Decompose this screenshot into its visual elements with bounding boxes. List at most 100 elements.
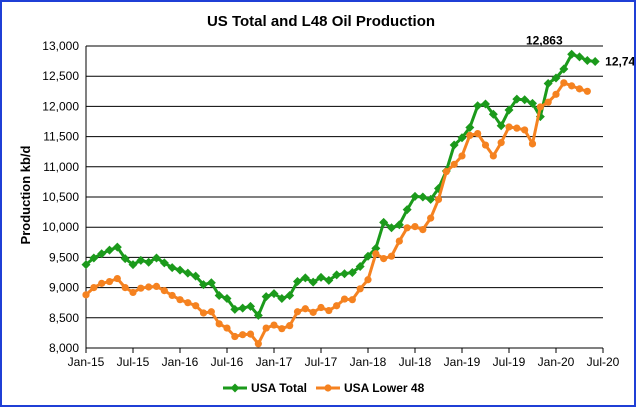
y-tick-label: 11,000 xyxy=(43,160,79,174)
usa-lower-48-point xyxy=(286,322,294,330)
usa-lower-48-point xyxy=(434,195,443,204)
usa-total-point xyxy=(308,277,318,287)
usa-lower-48-point xyxy=(505,123,513,131)
usa-total-point xyxy=(387,223,396,233)
usa-lower-48-point xyxy=(168,291,176,300)
usa-total-point xyxy=(269,289,279,299)
usa-total-point xyxy=(199,280,208,290)
usa-lower-48-point xyxy=(246,330,255,338)
usa-total-point xyxy=(340,269,349,279)
usa-total-point xyxy=(97,249,107,259)
y-tick-label: 11,500 xyxy=(43,130,79,144)
usa-total-point xyxy=(81,260,91,270)
usa-lower-48-point xyxy=(364,276,372,284)
usa-lower-48-point xyxy=(145,283,153,291)
usa-total-point xyxy=(167,263,177,273)
usa-lower-48-point xyxy=(340,295,349,303)
usa-total-point xyxy=(253,310,263,320)
x-tick-label: Jan-15 xyxy=(68,355,105,369)
usa-total-point xyxy=(112,242,122,252)
value-annotation: 12,863 xyxy=(526,33,563,47)
usa-total-line xyxy=(85,52,596,317)
usa-lower-48-point xyxy=(184,299,192,307)
x-tick-label: Jul-19 xyxy=(493,355,526,369)
usa-total-point xyxy=(504,105,514,115)
usa-lower-48-point xyxy=(82,291,90,299)
x-tick-label: Jul-20 xyxy=(587,355,620,369)
usa-total-point xyxy=(363,251,373,261)
usa-lower-48-point xyxy=(560,79,568,87)
usa-total-point xyxy=(316,272,326,282)
y-tick-label: 13,000 xyxy=(42,39,79,53)
usa-total-point xyxy=(528,98,537,108)
usa-lower-48-point xyxy=(192,302,200,310)
x-tick-label: Jul-18 xyxy=(399,355,432,369)
legend-usa-total-marker xyxy=(230,383,240,393)
usa-lower-48-point xyxy=(121,284,129,292)
usa-lower-48-point xyxy=(231,332,239,341)
usa-total-point xyxy=(520,95,530,105)
usa-total-point xyxy=(575,52,584,62)
usa-total-point xyxy=(347,268,357,277)
usa-lower-48-point xyxy=(513,124,521,132)
usa-lower-48-point xyxy=(301,305,309,313)
usa-total-point xyxy=(394,220,404,230)
usa-lower-48-point xyxy=(583,87,591,95)
y-tick-label: 8,000 xyxy=(49,341,79,355)
usa-total-point xyxy=(293,277,302,287)
usa-lower-48-point xyxy=(129,288,137,297)
usa-total-point xyxy=(582,55,592,65)
usa-total-point xyxy=(379,217,389,227)
usa-total-point xyxy=(371,243,381,253)
usa-lower-48-point xyxy=(489,152,497,160)
y-tick-label: 10,000 xyxy=(42,220,79,234)
usa-lower-48-point xyxy=(223,324,231,332)
usa-lower-48-point xyxy=(356,285,364,293)
x-tick-label: Jan-18 xyxy=(350,355,387,369)
usa-lower-48-point xyxy=(442,168,450,176)
usa-total-point xyxy=(175,265,185,275)
usa-total-point xyxy=(238,303,248,313)
usa-total-point xyxy=(105,245,114,255)
usa-total-point xyxy=(261,292,271,302)
usa-lower-48-point xyxy=(536,103,544,111)
usa-total-point xyxy=(324,275,334,285)
usa-lower-48-point xyxy=(137,284,145,292)
usa-lower-48-point xyxy=(98,279,106,287)
usa-total-point xyxy=(214,290,224,300)
usa-total-point xyxy=(120,254,130,264)
usa-lower-48-point xyxy=(458,152,466,160)
usa-lower-48-point xyxy=(427,214,435,222)
usa-total-point xyxy=(481,99,490,109)
usa-lower-48-point xyxy=(481,141,490,149)
usa-total-point xyxy=(230,304,240,314)
usa-total-point xyxy=(543,78,553,88)
usa-lower-48-point xyxy=(160,287,168,295)
y-tick-label: 9,500 xyxy=(49,250,79,264)
usa-total-point xyxy=(426,194,436,204)
usa-total-point xyxy=(285,290,295,300)
usa-lower-48-point xyxy=(474,129,482,138)
usa-total-point xyxy=(418,192,428,202)
usa-total-point xyxy=(206,278,216,288)
y-tick-label: 12,000 xyxy=(42,99,79,113)
x-tick-label: Jan-16 xyxy=(162,355,199,369)
usa-total-point xyxy=(402,205,412,215)
usa-lower-48-point xyxy=(207,308,215,316)
usa-lower-48-point xyxy=(293,308,302,316)
x-tick-label: Jan-17 xyxy=(256,355,293,369)
usa-lower-48-point xyxy=(450,160,458,168)
legend-usa-total-label: USA Total xyxy=(251,381,307,395)
usa-lower-48-point xyxy=(395,237,403,245)
usa-total-point xyxy=(473,101,483,111)
x-tick-label: Jul-15 xyxy=(117,355,150,369)
usa-total-point xyxy=(559,64,569,74)
usa-total-point xyxy=(183,268,193,278)
value-annotation: 12,744 xyxy=(605,54,634,68)
x-tick-label: Jul-17 xyxy=(305,355,338,369)
usa-lower-48-point xyxy=(199,309,208,317)
y-axis-label: Production kb/d xyxy=(18,145,33,244)
y-tick-label: 12,500 xyxy=(42,69,79,83)
usa-lower-48-point xyxy=(113,274,121,283)
usa-total-point xyxy=(300,273,310,283)
